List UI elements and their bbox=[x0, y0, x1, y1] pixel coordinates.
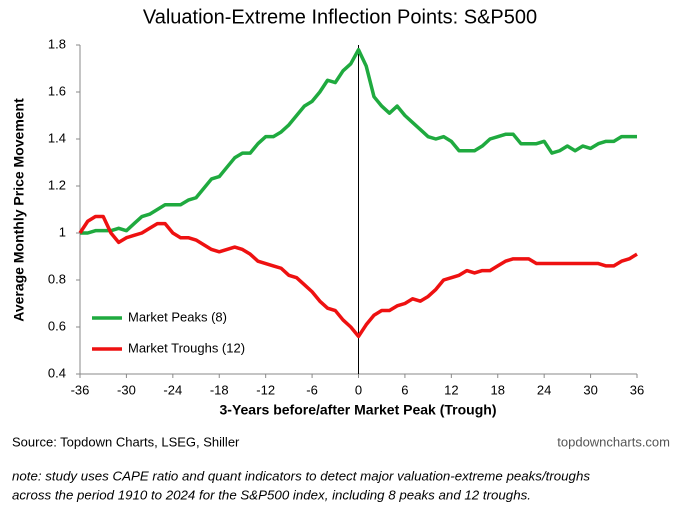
credit: topdowncharts.com bbox=[557, 434, 670, 449]
x-tick-label: 18 bbox=[491, 382, 505, 397]
x-tick-label: -24 bbox=[163, 382, 182, 397]
y-tick-label: 0.6 bbox=[48, 318, 66, 333]
y-tick-label: 1.6 bbox=[48, 83, 66, 98]
x-tick-label: 36 bbox=[630, 382, 644, 397]
y-tick-label: 0.8 bbox=[48, 271, 66, 286]
source: Source: Topdown Charts, LSEG, Shiller bbox=[12, 434, 240, 449]
line-series bbox=[78, 214, 638, 339]
x-tick-label: 0 bbox=[355, 382, 362, 397]
x-tick-label: 12 bbox=[444, 382, 458, 397]
x-tick-label: -6 bbox=[306, 382, 318, 397]
x-tick-label: -36 bbox=[71, 382, 90, 397]
note: across the period 1910 to 2024 for the S… bbox=[12, 488, 531, 503]
y-tick-label: 1 bbox=[59, 224, 66, 239]
y-tick-label: 1.4 bbox=[48, 130, 66, 145]
y-tick-label: 0.4 bbox=[48, 365, 66, 380]
x-axis-label: 3-Years before/after Market Peak (Trough… bbox=[220, 402, 497, 418]
x-tick-label: 24 bbox=[537, 382, 551, 397]
y-tick-label: 1.2 bbox=[48, 177, 66, 192]
x-tick-label: -30 bbox=[117, 382, 136, 397]
y-axis-label: Average Monthly Price Movement bbox=[11, 98, 27, 322]
legend-label: Market Troughs (12) bbox=[128, 340, 245, 355]
note: note: study uses CAPE ratio and quant in… bbox=[12, 469, 590, 484]
legend-label: Market Peaks (8) bbox=[128, 309, 227, 324]
x-tick-label: 6 bbox=[401, 382, 408, 397]
y-tick-label: 1.8 bbox=[48, 36, 66, 51]
x-tick-label: 30 bbox=[583, 382, 597, 397]
x-tick-label: -18 bbox=[210, 382, 229, 397]
line-series bbox=[80, 47, 637, 235]
x-tick-label: -12 bbox=[256, 382, 275, 397]
chart-title: Valuation-Extreme Inflection Points: S&P… bbox=[143, 6, 537, 28]
